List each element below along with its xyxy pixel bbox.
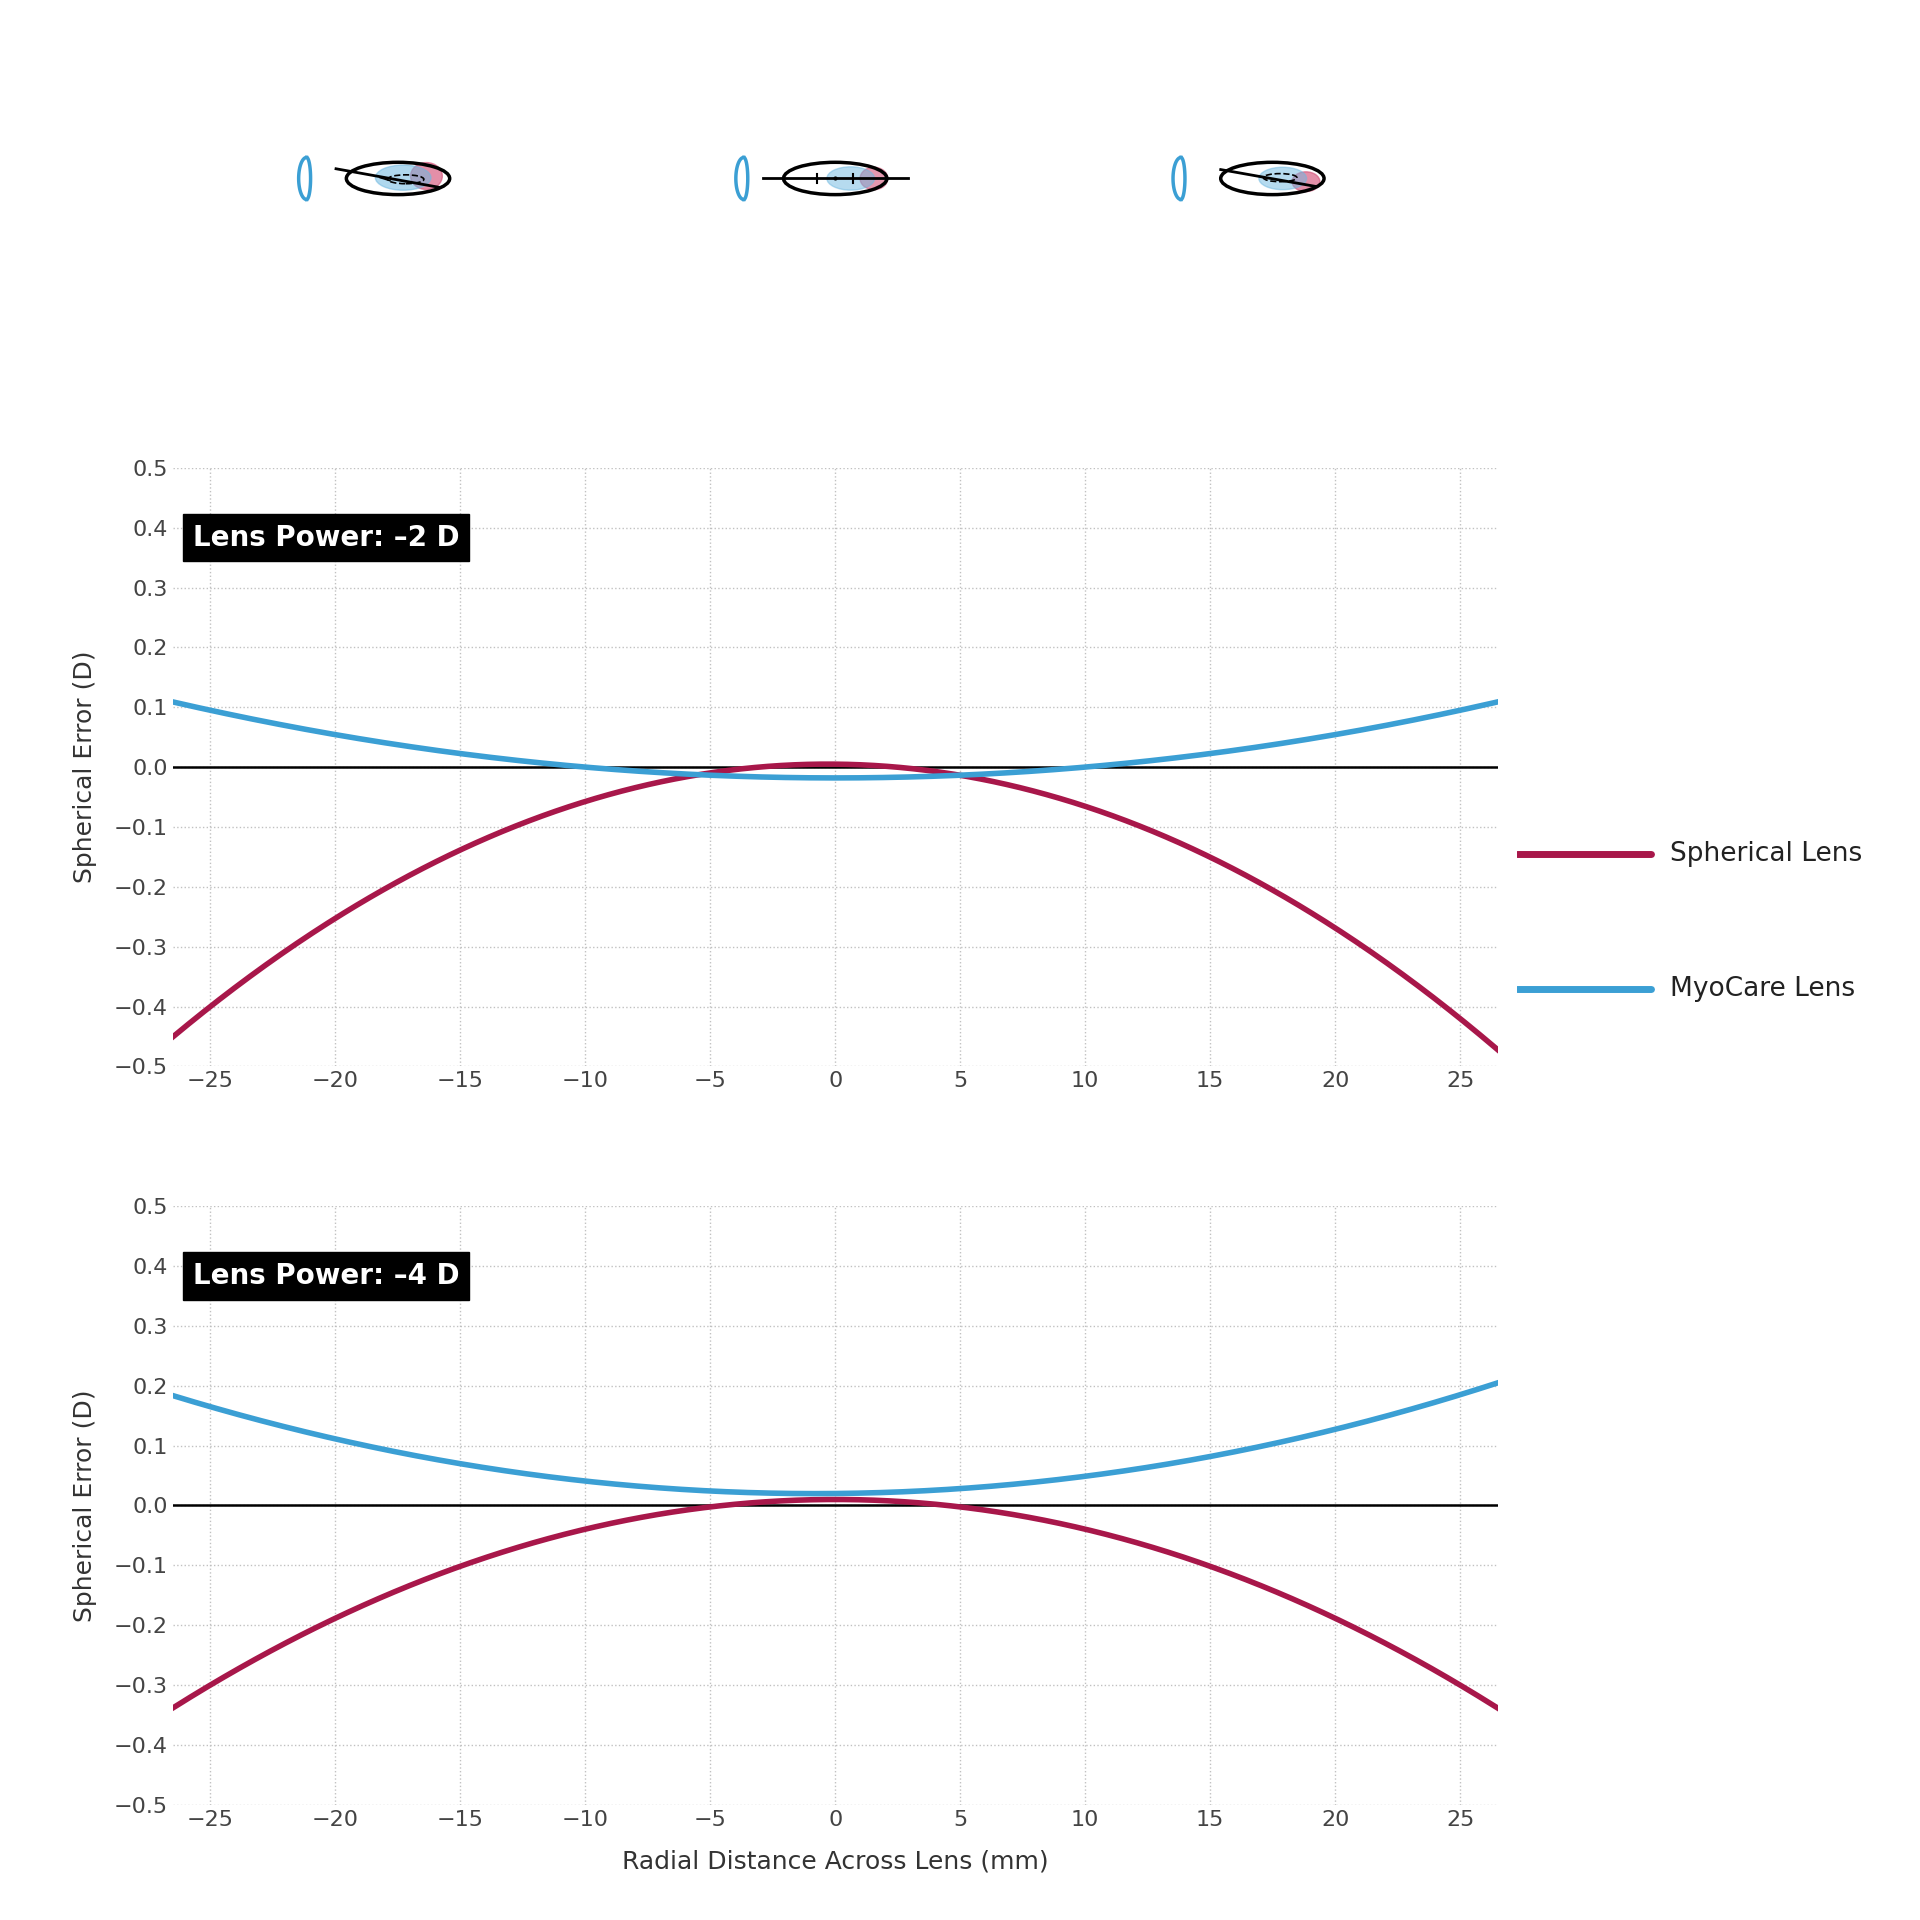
Text: MyoCare Lens: MyoCare Lens	[1670, 975, 1855, 1002]
Ellipse shape	[828, 167, 874, 190]
Text: Spherical Lens: Spherical Lens	[1670, 841, 1862, 868]
Ellipse shape	[1260, 167, 1308, 190]
Ellipse shape	[860, 167, 887, 190]
Y-axis label: Spherical Error (D): Spherical Error (D)	[73, 1390, 98, 1622]
Text: Lens Power: –2 D: Lens Power: –2 D	[192, 524, 459, 551]
Text: Lens Power: –4 D: Lens Power: –4 D	[192, 1261, 459, 1290]
Y-axis label: Spherical Error (D): Spherical Error (D)	[73, 651, 98, 883]
Ellipse shape	[411, 163, 442, 190]
Ellipse shape	[376, 165, 430, 190]
Ellipse shape	[1292, 171, 1319, 192]
X-axis label: Radial Distance Across Lens (mm): Radial Distance Across Lens (mm)	[622, 1849, 1048, 1874]
